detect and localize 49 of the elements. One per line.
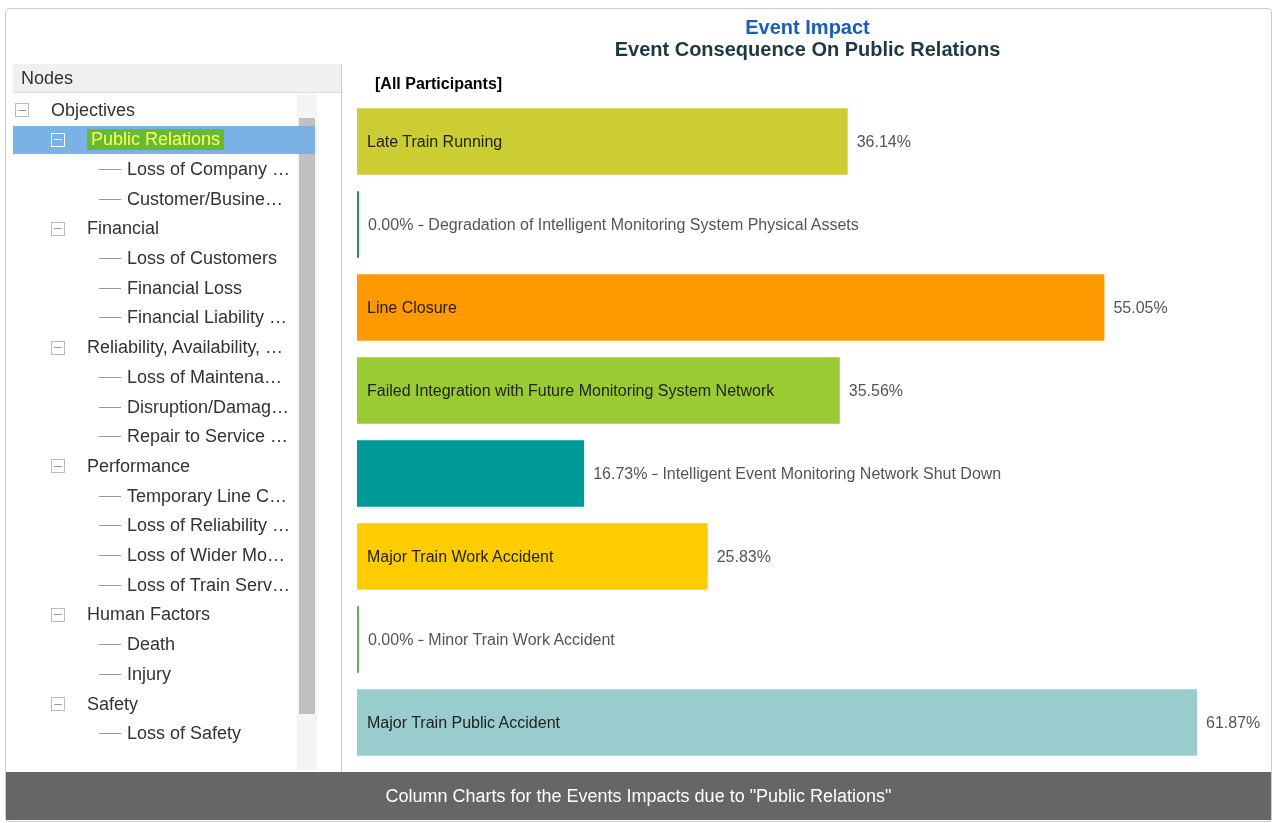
data-label: 25.83% <box>716 548 771 565</box>
text: Loss of Reliability … <box>127 515 291 537</box>
text: Reliability, Availability, … <box>87 337 284 359</box>
text: Objectives <box>51 99 136 121</box>
bar <box>357 274 1105 341</box>
text: Performance <box>87 455 191 477</box>
text: Temporary Line C… <box>127 485 288 507</box>
text: Loss of Maintena… <box>127 366 283 388</box>
text: Disruption/Damag… <box>127 396 290 418</box>
text: Death <box>127 634 176 656</box>
data-label: 0.00% <box>368 631 414 648</box>
text: Financial <box>87 218 160 240</box>
text: Public Relations <box>87 129 225 151</box>
chart-title: Event Impact <box>745 16 871 38</box>
bar <box>357 523 708 590</box>
text: Loss of Wider Mo… <box>127 545 286 566</box>
data-label: 16.73% <box>593 465 648 482</box>
text: Loss of Safety <box>127 723 242 745</box>
text: [All Participants] <box>375 74 503 92</box>
data-label: 35.56% <box>848 382 904 399</box>
text: Repair to Service … <box>127 426 289 448</box>
text: Loss of Customers <box>127 248 278 269</box>
bar <box>357 108 848 175</box>
y-tick-label: Major Train Work Accident <box>367 548 554 565</box>
y-tick-label: Minor Train Work Accident <box>428 631 616 648</box>
data-label: 36.14% <box>856 133 911 150</box>
text: Human Factors <box>87 604 211 626</box>
text: Injury <box>127 663 172 685</box>
bar <box>357 689 1197 756</box>
text: Loss of Train Serv… <box>127 574 291 596</box>
y-tick-label: Intelligent Event Monitoring Network Shut Down <box>662 465 1002 482</box>
text: Nodes <box>13 64 341 93</box>
y-tick-label: Degradation of Intelligent Monitoring System Physical Assets <box>428 216 859 233</box>
y-tick-label: Major Train Public Accident <box>367 714 561 731</box>
data-label: 61.87% <box>1206 714 1261 731</box>
data-label: 55.05% <box>1113 299 1168 316</box>
data-label: 0.00% <box>368 216 414 233</box>
text: Loss of Company … <box>127 158 291 180</box>
y-tick-label: Late Train Running <box>367 133 503 150</box>
bar <box>357 357 840 424</box>
chart-subtitle: Event Consequence On Public Relations <box>614 38 1001 60</box>
y-tick-label: Line Closure <box>367 299 457 316</box>
text: Customer/Busine… <box>127 188 284 210</box>
text: Safety <box>87 693 139 715</box>
y-tick-label: Failed Integration with Future Monitoring System Network <box>367 382 776 399</box>
text: Column Charts for the Events Impacts due to "Public Relations" <box>6 772 1271 820</box>
text: Financial Loss <box>127 277 243 299</box>
bar <box>357 440 585 507</box>
text: Financial Liability … <box>127 307 288 329</box>
